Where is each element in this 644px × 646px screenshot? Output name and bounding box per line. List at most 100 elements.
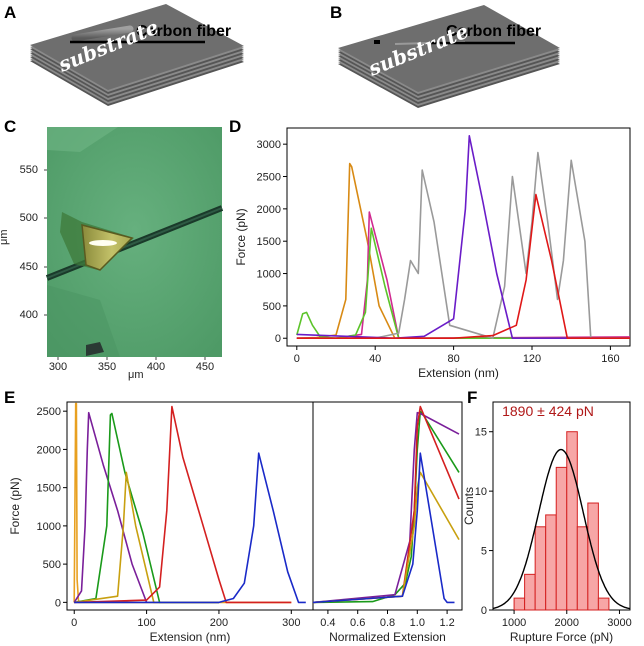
x-tick-label: 160 (601, 353, 619, 365)
carbon-fiber-rod-a (71, 25, 134, 42)
image-x-tick: 300 (49, 361, 67, 373)
x-tick-label: 300 (282, 617, 300, 629)
debris-particle (86, 342, 104, 356)
substrate-top (30, 4, 244, 90)
image-y-unit: μm (0, 229, 10, 245)
series-grey (296, 151, 621, 340)
series-gold (74, 471, 219, 604)
y-tick-label: 0 (55, 597, 61, 609)
y-tick-label: 1500 (257, 236, 281, 248)
series-green (312, 410, 460, 604)
image-y-tick: 400 (20, 309, 38, 321)
x-axis-title: Rupture Force (pN) (510, 630, 613, 644)
series-purple (312, 411, 460, 604)
histogram-bar-2400-2600 (587, 502, 599, 611)
substrate-top (338, 5, 560, 92)
image-x-tick: 400 (147, 361, 165, 373)
x-tick-label: 40 (369, 353, 381, 365)
y-tick-label: 15 (475, 427, 487, 439)
panel-label-a: A (4, 3, 16, 22)
x-tick-label: 0.6 (350, 617, 365, 629)
y-tick-label: 10 (475, 486, 487, 498)
y-tick-label: 0 (481, 605, 487, 617)
panel-f: F 1000 2000 3000 0 5 10 15 Rupture Force (pN) Co… (462, 388, 632, 644)
y-tick-label: 5 (481, 546, 487, 558)
series-purple (73, 411, 148, 603)
cantilever-reflection (89, 240, 117, 246)
histogram-bar-2000-2200 (566, 431, 578, 611)
plot-frame (286, 127, 631, 347)
fiber-fragment-b (374, 40, 380, 44)
image-y-tick: 550 (20, 164, 38, 176)
x-tick-label: 200 (210, 617, 228, 629)
y-tick-label: 2000 (37, 444, 61, 456)
panel-label-f: F (467, 388, 477, 407)
x-tick-label: 120 (523, 353, 541, 365)
image-x-tick: 450 (196, 361, 214, 373)
image-x-tick: 350 (98, 361, 116, 373)
y-tick-label: 500 (43, 559, 61, 571)
x-tick-label: 0.4 (320, 617, 335, 629)
panel-b: B Carbon fiber substrate (330, 3, 560, 108)
x-tick-label: 80 (447, 353, 459, 365)
substrate-stack-b (338, 5, 560, 108)
y-tick-label: 3000 (257, 139, 281, 151)
series-orange (296, 162, 415, 340)
image-x-unit: μm (128, 369, 144, 381)
y-axis-title: Counts (462, 487, 476, 525)
y-tick-label: 2500 (257, 172, 281, 184)
panel-label-b: B (330, 3, 342, 22)
x-tick-label: 0 (294, 353, 300, 365)
gaussian-fit-curve (492, 448, 631, 610)
histogram-bar-1400-1600 (534, 526, 547, 611)
histogram-bar-1200-1400 (524, 573, 536, 611)
x-tick-label: 2000 (555, 617, 579, 629)
x-tick-label: 1000 (502, 617, 526, 629)
y-tick-label: 2500 (37, 406, 61, 418)
y-tick-label: 1500 (37, 483, 61, 495)
image-y-tick: 450 (20, 261, 38, 273)
panel-label-c: C (4, 117, 16, 136)
y-tick-label: 1000 (257, 269, 281, 281)
series-purple (296, 135, 630, 340)
x-tick-label: 3000 (607, 617, 631, 629)
x-tick-label: 1.0 (410, 617, 425, 629)
substrate-stack-a (30, 4, 244, 106)
series-blue (312, 452, 455, 604)
y-tick-label: 500 (263, 301, 281, 313)
x-axis-title: Normalized Extension (329, 630, 446, 644)
plot-frame (66, 401, 314, 611)
y-axis-title: Force (pN) (234, 208, 248, 265)
histogram-bar-1600-1800 (545, 514, 557, 611)
x-tick-label: 1.2 (439, 617, 454, 629)
x-tick-label: 100 (137, 617, 155, 629)
histogram-annotation: 1890 ± 424 pN (502, 403, 594, 419)
histogram-bar-1000-1200 (513, 597, 526, 611)
series-red (296, 193, 630, 340)
x-tick-label: 0 (71, 617, 77, 629)
carbon-fiber-highlight (46, 207, 223, 279)
series-green (74, 412, 219, 604)
y-tick-label: 2000 (257, 204, 281, 216)
series-gold (312, 471, 460, 604)
carbon-fiber-label-a: Carbon fiber (136, 23, 231, 40)
panel-label-e: E (4, 388, 15, 407)
panel-d: D 0 40 80 120 160 0 500 1000 1500 2000 2500 3000 Ext… (229, 117, 631, 380)
y-tick-label: 0 (275, 333, 281, 345)
x-axis-title: Extension (nm) (418, 366, 499, 380)
panel-label-d: D (229, 117, 241, 136)
histogram-bar-1800-2000 (555, 466, 568, 611)
series-red (74, 405, 292, 604)
y-axis-title: Force (pN) (8, 477, 22, 534)
cantilever-tip (81, 224, 134, 271)
image-y-tick: 500 (20, 212, 38, 224)
panel-a: A Carbon fiber substrate (4, 3, 244, 106)
histogram-bar-2200-2400 (576, 526, 589, 611)
x-axis-title: Extension (nm) (150, 630, 231, 644)
histogram-bar-2600-2800 (597, 597, 610, 611)
image-shade (47, 285, 120, 357)
series-blue (74, 452, 306, 604)
panel-c: C 550 500 450 400 300 350 400 450 μm μm (0, 117, 224, 381)
y-tick-label: 1000 (37, 521, 61, 533)
